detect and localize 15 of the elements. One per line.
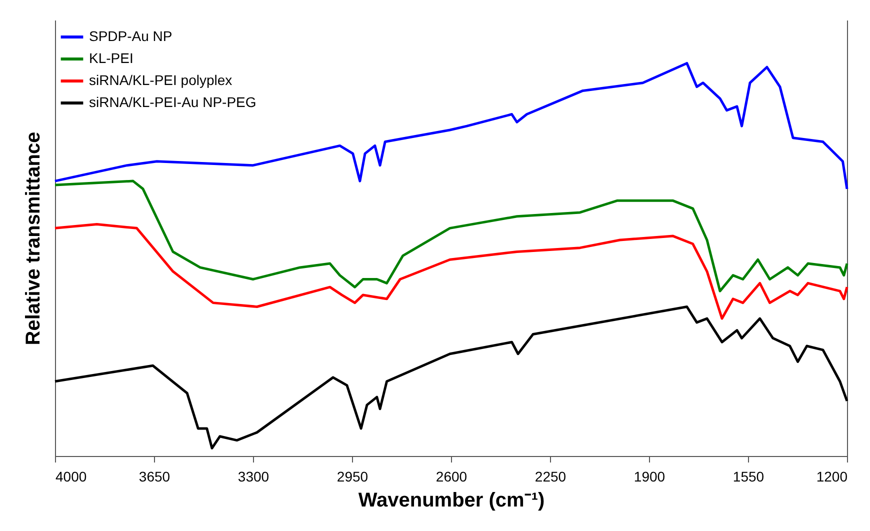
legend-label: siRNA/KL-PEI-Au NP-PEG [89,94,256,110]
x-tick-label: 1900 [634,468,666,484]
legend-label: KL-PEI [89,50,134,66]
y-axis-title: Relative transmittance [22,132,44,346]
x-tick-label: 2950 [336,468,368,484]
x-tick-label: 3300 [238,468,270,484]
legend-label: SPDP-Au NP [89,28,172,44]
x-tick-label: 3650 [138,468,170,484]
x-tick-label: 2250 [534,468,566,484]
legend-label: siRNA/KL-PEI polyplex [89,72,232,88]
x-tick-label: 4000 [56,468,87,484]
x-axis-title: Wavenumber (cm⁻¹) [358,490,545,512]
x-tick-label: 2600 [436,468,468,484]
x-tick-label: 1200 [816,468,848,484]
x-tick-label: 1550 [732,468,764,484]
